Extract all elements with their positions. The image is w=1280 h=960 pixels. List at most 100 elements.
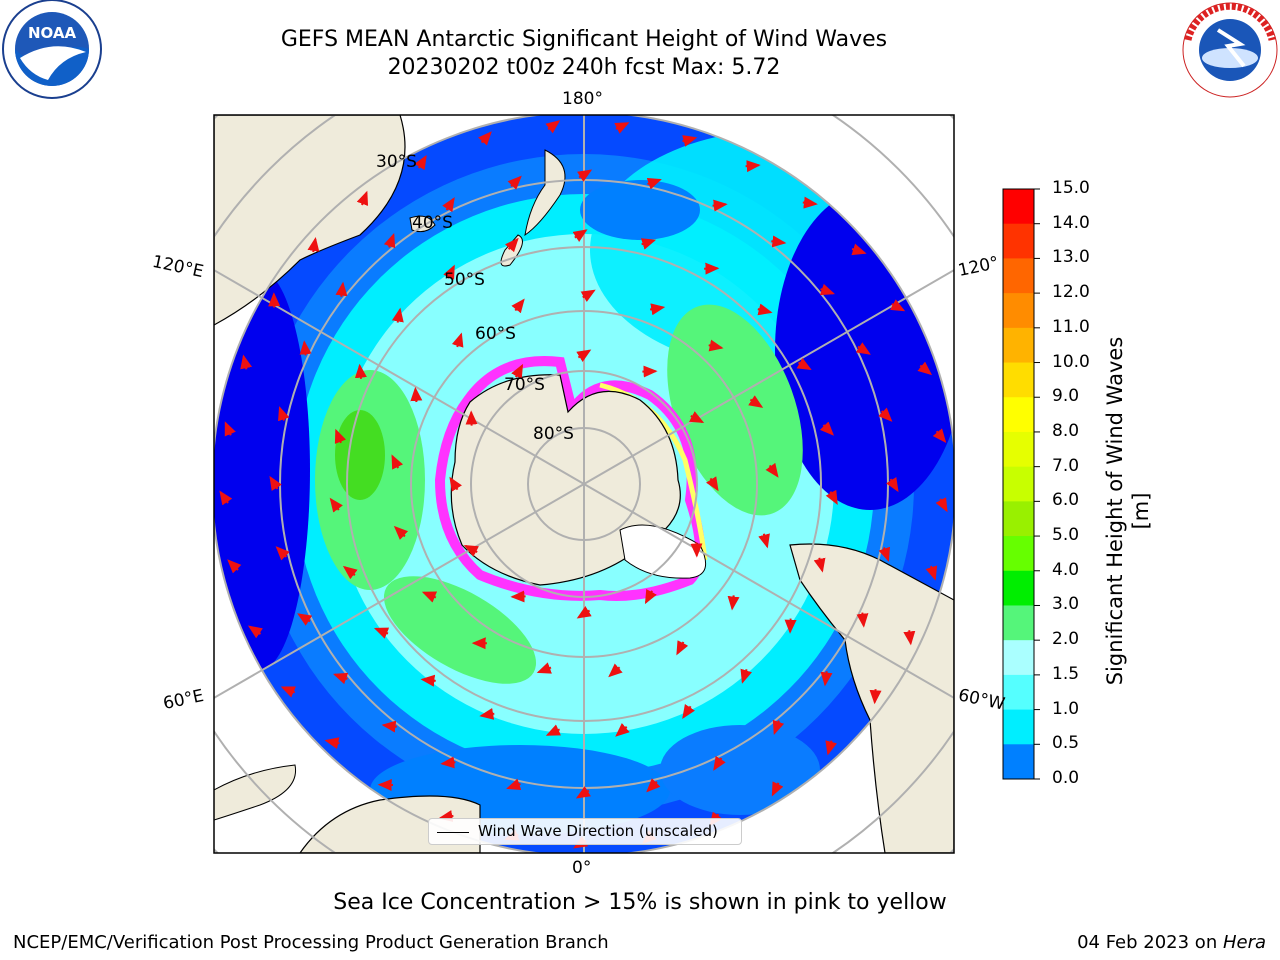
colorbar-tick-label: 1.5: [1052, 663, 1080, 684]
wind-arrow: [903, 630, 916, 646]
sea-ice-note: Sea Ice Concentration > 15% is shown in …: [333, 890, 947, 915]
colorbar-segment: [1003, 709, 1034, 745]
wind-arrow: [442, 197, 455, 213]
noaa-logo: NOAA: [2, 0, 102, 99]
wind-arrow: [825, 489, 838, 505]
wind-arrow: [748, 395, 764, 408]
wind-arrow: [297, 613, 313, 626]
colorbar-segment: [1003, 189, 1034, 225]
wind-arrow: [771, 235, 787, 248]
noaa-logo-text: NOAA: [28, 24, 77, 42]
colorbar-tick-label: 0.5: [1052, 733, 1080, 754]
colorbar: [1002, 188, 1040, 780]
lat-label-60s: 60°S: [475, 324, 516, 344]
lat-label-40s: 40°S: [412, 213, 453, 233]
wind-arrow: [479, 707, 495, 720]
wind-arrow: [536, 662, 552, 674]
lat-label-30s: 30°S: [376, 152, 417, 172]
wind-arrow: [299, 340, 312, 356]
nws-logo: [1182, 2, 1278, 98]
wind-arrow: [383, 233, 396, 249]
wind-arrow: [682, 135, 698, 147]
colorbar-tick-label: 9.0: [1052, 386, 1080, 407]
lat-label-80s: 80°S: [533, 424, 574, 444]
wind-arrow: [511, 298, 525, 314]
wind-arrow: [477, 131, 492, 146]
wind-arrow: [224, 421, 236, 437]
colorbar-segment: [1003, 536, 1034, 572]
wind-arrow: [869, 689, 882, 705]
colorbar-frame: [1002, 188, 1035, 780]
wind-arrow: [856, 612, 869, 628]
wind-arrow: [572, 229, 588, 242]
colorbar-tick-label: 3.0: [1052, 594, 1080, 615]
wind-arrow: [819, 283, 835, 296]
colorbar-tick-label: 12.0: [1052, 282, 1090, 303]
colorbar-tick-label: 14.0: [1052, 212, 1090, 233]
colorbar-segment: [1003, 431, 1034, 468]
wind-arrow: [576, 349, 592, 362]
lat-label-70s: 70°S: [504, 375, 545, 395]
wind-arrow: [646, 178, 662, 190]
colorbar-tick-label: 6.0: [1052, 490, 1080, 511]
colorbar-segment: [1003, 570, 1034, 606]
wind-arrow: [757, 303, 773, 316]
wind-arrow: [758, 533, 770, 549]
wind-arrow: [745, 160, 761, 173]
wind-arrow: [393, 525, 409, 540]
wind-arrow: [449, 476, 462, 492]
footer-date: 04 Feb 2023 on Hera: [1077, 932, 1266, 953]
colorbar-tick-label: 0.0: [1052, 768, 1080, 788]
wind-arrow: [420, 674, 436, 687]
colorbar-tick-label: 1.0: [1052, 698, 1080, 719]
colorbar-segment: [1003, 397, 1034, 433]
wind-arrow: [507, 175, 522, 190]
map-frame: [213, 114, 955, 854]
wind-arrow: [329, 497, 343, 513]
wind-arrow: [278, 406, 290, 422]
colorbar-segment: [1003, 674, 1034, 711]
wind-arrow: [504, 237, 519, 253]
wind-arrow: [825, 740, 837, 756]
chart-subtitle: 20230202 t00z 240h fcst Max: 5.72: [387, 55, 781, 80]
lon-label-180: 180°: [562, 89, 603, 109]
wind-arrow: [333, 672, 349, 685]
wind-arrow: [813, 557, 826, 573]
colorbar-segment: [1003, 223, 1034, 259]
wind-arrow: [506, 778, 522, 790]
wind-arrow: [682, 703, 695, 719]
wind-arrow: [334, 428, 347, 444]
wind-arrow: [765, 462, 779, 478]
wind-arrow: [614, 122, 630, 134]
colorbar-label: Significant Height of Wind Waves [m]: [1103, 336, 1153, 686]
wind-arrow: [443, 264, 455, 280]
wind-arrow: [354, 363, 367, 379]
wind-arrow: [410, 386, 423, 403]
wind-arrow: [451, 332, 464, 348]
wind-arrow: [575, 786, 591, 799]
wind-arrow: [463, 544, 480, 557]
wind-arrow: [925, 565, 938, 581]
wind-arrow: [935, 497, 948, 513]
wind-arrow: [391, 454, 403, 470]
sea-ice-rim: [434, 356, 705, 601]
wind-arrow: [240, 354, 253, 370]
wind-arrow: [644, 588, 657, 605]
wind-arrow: [247, 625, 263, 639]
colorbar-tick-label: 11.0: [1052, 316, 1090, 337]
colorbar-segment: [1003, 744, 1034, 780]
wind-arrow: [440, 756, 456, 769]
wind-arrow: [851, 243, 867, 256]
wind-arrow: [932, 428, 947, 443]
legend-line-swatch: [437, 832, 469, 833]
lat-label-50s: 50°S: [444, 270, 485, 290]
colorbar-segment: [1003, 640, 1034, 676]
footer-org: NCEP/EMC/Verification Post Processing Pr…: [13, 932, 609, 953]
wind-arrow: [227, 559, 242, 574]
wind-arrow: [819, 421, 834, 436]
lon-label-0: 0°: [572, 858, 592, 878]
wind-arrow: [646, 778, 661, 793]
wind-arrow: [219, 490, 233, 506]
wind-arrow: [713, 755, 726, 771]
